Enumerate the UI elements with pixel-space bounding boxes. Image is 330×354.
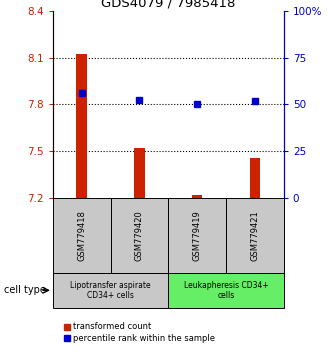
Text: GSM779421: GSM779421 xyxy=(250,210,259,261)
Bar xyxy=(168,273,284,308)
Bar xyxy=(192,195,202,198)
Legend: transformed count, percentile rank within the sample: transformed count, percentile rank withi… xyxy=(60,319,218,346)
Text: GSM779419: GSM779419 xyxy=(193,210,202,261)
Text: GSM779418: GSM779418 xyxy=(77,210,86,261)
Bar xyxy=(226,198,284,273)
Bar xyxy=(168,198,226,273)
Bar xyxy=(250,158,260,198)
Text: cell type: cell type xyxy=(4,285,46,295)
Text: Lipotransfer aspirate
CD34+ cells: Lipotransfer aspirate CD34+ cells xyxy=(70,281,151,300)
Text: GSM779420: GSM779420 xyxy=(135,210,144,261)
Bar xyxy=(134,148,145,198)
Bar xyxy=(77,55,87,198)
Bar xyxy=(53,198,111,273)
Title: GDS4079 / 7985418: GDS4079 / 7985418 xyxy=(101,0,236,10)
Bar xyxy=(53,273,168,308)
Text: Leukapheresis CD34+
cells: Leukapheresis CD34+ cells xyxy=(184,281,268,300)
Bar xyxy=(111,198,168,273)
